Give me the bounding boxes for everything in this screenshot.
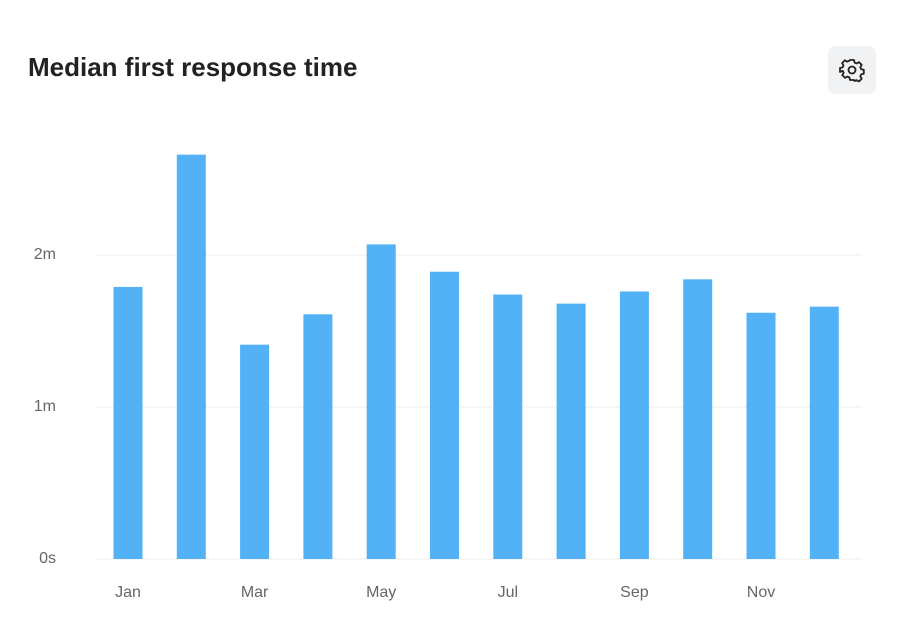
x-tick-label: Jul: [498, 584, 518, 601]
gear-icon: [839, 59, 865, 83]
bar: [113, 286, 143, 559]
bar: [809, 306, 839, 559]
bar: [303, 314, 333, 559]
bar: [176, 154, 206, 559]
settings-button[interactable]: [828, 46, 876, 94]
bar: [746, 312, 776, 559]
y-tick-label: 1m: [34, 398, 56, 415]
y-tick-label: 0s: [39, 550, 56, 567]
y-tick-label: 2m: [34, 246, 56, 263]
bar: [366, 244, 396, 560]
bar: [430, 271, 459, 559]
bar: [493, 294, 523, 559]
x-tick-label: Mar: [241, 584, 269, 601]
x-tick-label: Jan: [115, 584, 141, 601]
bar: [556, 303, 586, 559]
bar: [240, 344, 270, 559]
x-tick-label: Nov: [747, 584, 775, 601]
x-tick-label: Sep: [620, 584, 649, 601]
chart-title: Median first response time: [28, 52, 358, 82]
bar: [683, 279, 713, 559]
bar: [619, 291, 649, 559]
x-tick-label: May: [366, 584, 396, 601]
